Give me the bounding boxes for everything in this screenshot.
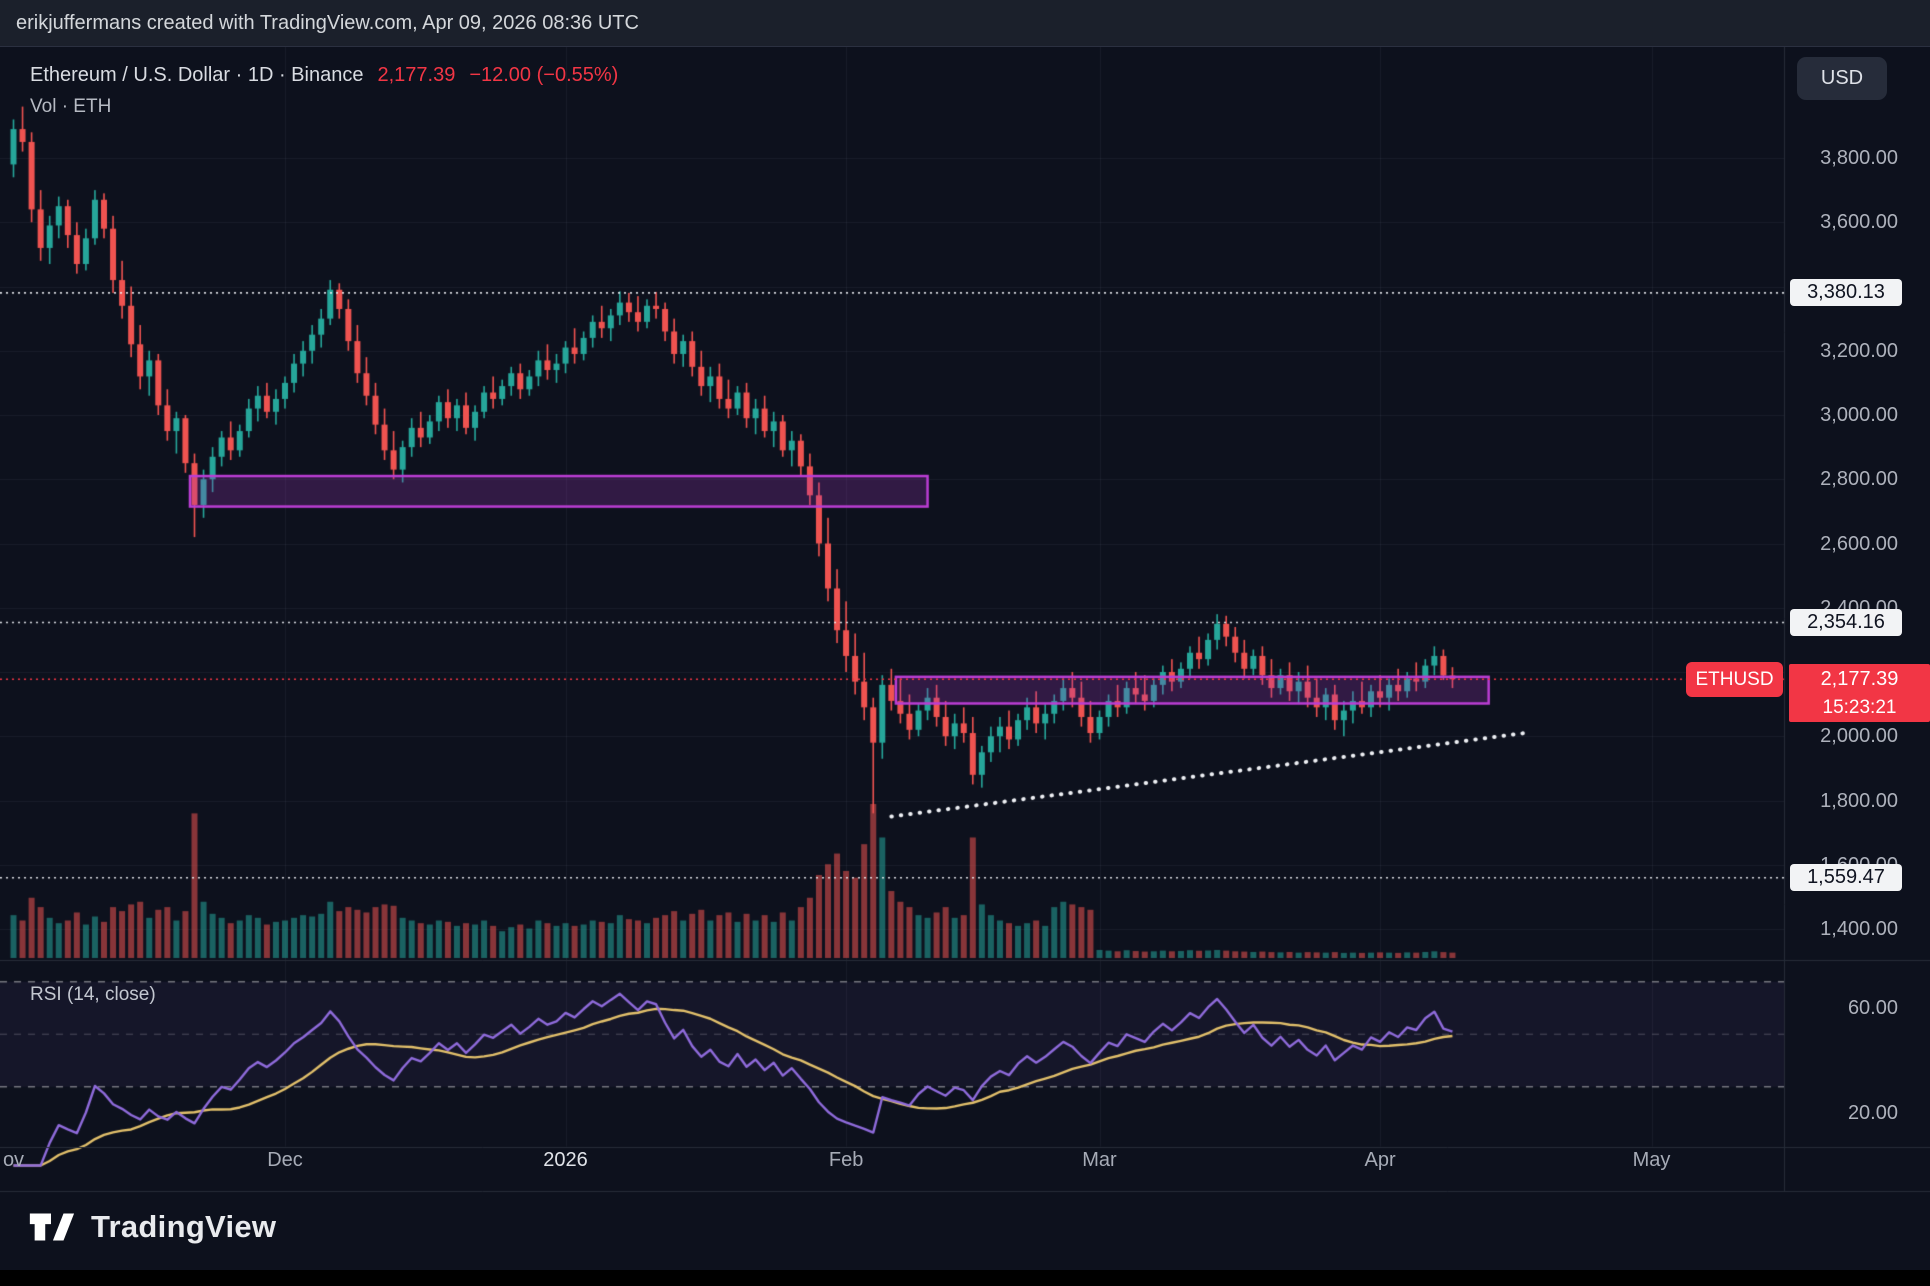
price-level-badge: 2,354.16 bbox=[1790, 608, 1902, 636]
current-price-value: 2,177.39 bbox=[1820, 668, 1899, 690]
footer-logo[interactable]: TradingView bbox=[26, 1202, 276, 1252]
time-axis-label: Feb bbox=[828, 1149, 864, 1171]
currency-toggle-button[interactable]: USD bbox=[1797, 57, 1887, 100]
price-axis-label: 3,800.00 bbox=[1820, 147, 1898, 169]
current-price-badge: 2,177.39 15:23:21 bbox=[1789, 664, 1930, 722]
tradingview-logo-icon bbox=[29, 1213, 75, 1241]
price-axis-label: 2,800.00 bbox=[1820, 468, 1898, 491]
price-axis-label: 3,000.00 bbox=[1820, 404, 1898, 426]
attribution-bar: erikjuffermans created with TradingView.… bbox=[0, 0, 1930, 47]
rsi-axis-label: 20.00 bbox=[1847, 1102, 1898, 1124]
price-axis-label: 2,600.00 bbox=[1820, 532, 1898, 555]
price-axis-label: 2,000.00 bbox=[1820, 725, 1898, 748]
time-axis-label: Dec bbox=[267, 1149, 303, 1171]
price-axis-label: 1,800.00 bbox=[1820, 789, 1898, 812]
time-axis-label: Apr bbox=[1364, 1149, 1396, 1171]
attribution-text: erikjuffermans created with TradingView.… bbox=[16, 12, 639, 34]
price-change: −12.00 (−0.55%) bbox=[469, 64, 619, 86]
symbol-title[interactable]: Ethereum / U.S. Dollar · 1D · Binance bbox=[30, 64, 364, 86]
time-axis-label: ov bbox=[2, 1149, 25, 1171]
symbol-header: Ethereum / U.S. Dollar · 1D · Binance 2,… bbox=[30, 64, 618, 87]
tradingview-brand-text: TradingView bbox=[91, 1209, 277, 1244]
price-axis-label: 3,200.00 bbox=[1820, 339, 1898, 362]
price-level-badge: 3,380.13 bbox=[1790, 279, 1902, 307]
time-axis-label: May bbox=[1632, 1149, 1671, 1171]
time-axis-label: 2026 bbox=[543, 1149, 588, 1171]
price-level-badge: 1,559.47 bbox=[1790, 864, 1902, 892]
price-axis-label: 1,400.00 bbox=[1820, 918, 1898, 940]
price-axis-label: 3,600.00 bbox=[1820, 211, 1898, 234]
bottom-strip bbox=[0, 1270, 1930, 1286]
volume-indicator-label[interactable]: Vol · ETH bbox=[30, 96, 112, 117]
candle-countdown: 15:23:21 bbox=[1822, 697, 1897, 718]
symbol-price-line-label: ETHUSD bbox=[1686, 662, 1783, 697]
time-axis-label: Mar bbox=[1082, 1149, 1117, 1171]
rsi-axis-label: 60.00 bbox=[1847, 997, 1898, 1019]
last-price: 2,177.39 bbox=[377, 64, 456, 86]
rsi-indicator-label[interactable]: RSI (14, close) bbox=[30, 984, 156, 1005]
